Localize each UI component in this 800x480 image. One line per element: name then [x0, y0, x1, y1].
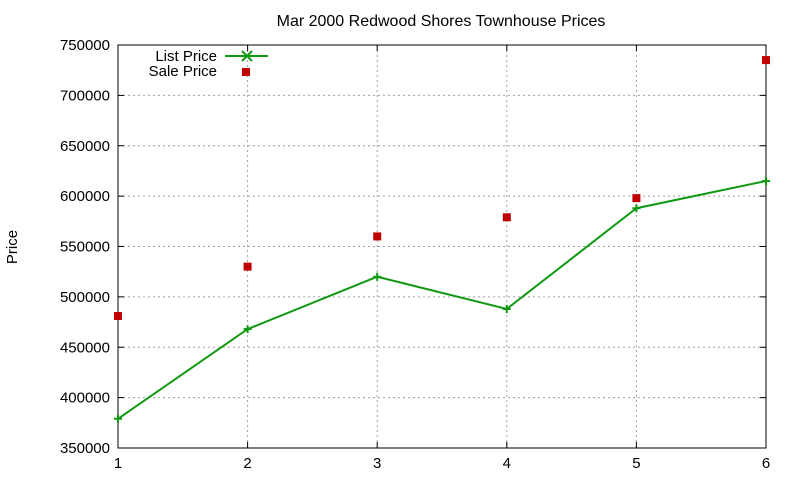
x-tick-label: 6 [762, 455, 770, 472]
y-axis-label: Price [4, 230, 21, 264]
list-price-point [243, 325, 252, 334]
y-tick-label: 350000 [60, 440, 110, 457]
list-price-point [632, 204, 641, 213]
y-tick-label: 650000 [60, 138, 110, 155]
legend-marker-sale-price [242, 68, 250, 76]
list-price-line [117, 180, 767, 420]
y-tick-label: 550000 [60, 239, 110, 256]
legend-label-list-price: List Price [155, 48, 217, 65]
chart-title: Mar 2000 Redwood Shores Townhouse Prices [277, 13, 606, 30]
legend-label-sale-price: Sale Price [149, 63, 217, 80]
x-tick-label: 2 [243, 455, 251, 472]
list-price-point [114, 414, 122, 423]
y-tick-label: 400000 [60, 390, 110, 407]
axis-ticks: 350000 400000 450000 500000 550000 600000 6500… [60, 37, 770, 472]
list-price-point [502, 304, 511, 313]
x-tick-label: 4 [503, 455, 511, 472]
sale-price-point [502, 213, 511, 222]
sale-price-point [762, 56, 770, 65]
y-tick-label: 750000 [60, 37, 110, 54]
x-tick-label: 1 [114, 455, 122, 472]
sale-price-point [632, 194, 641, 203]
plot-frame [117, 44, 767, 449]
y-tick-label: 450000 [60, 339, 110, 356]
legend-marker-list-price [241, 50, 253, 62]
sale-price-point [373, 232, 382, 241]
list-price-point [373, 272, 382, 281]
series-marks [114, 56, 770, 423]
x-tick-label: 5 [632, 455, 640, 472]
list-price-point [762, 177, 770, 186]
grid-lines [118, 45, 766, 448]
x-tick-label: 3 [373, 455, 381, 472]
legend: List Price Sale Price [149, 48, 268, 80]
sale-price-point [114, 312, 122, 321]
sale-price-point [243, 262, 252, 271]
y-tick-label: 500000 [60, 289, 110, 306]
y-tick-label: 700000 [60, 87, 110, 104]
y-tick-label: 600000 [60, 188, 110, 205]
